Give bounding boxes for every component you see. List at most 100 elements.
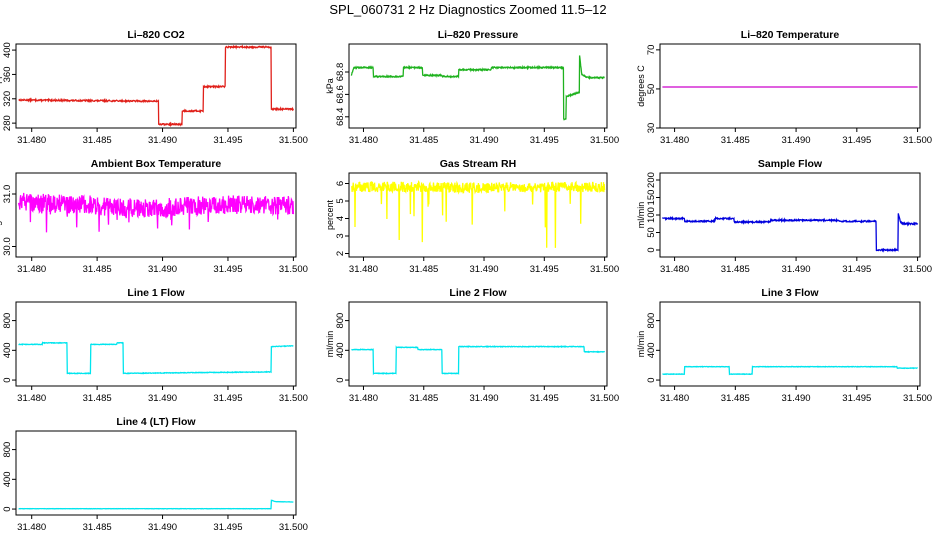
- y-tick-label: 5: [335, 198, 346, 203]
- x-tick-label: 31.485: [83, 264, 112, 275]
- y-tick-label: 3: [335, 233, 346, 238]
- x-tick-label: 31.480: [17, 522, 46, 533]
- x-tick-label: 31.480: [349, 135, 378, 146]
- data-series-line: [351, 345, 606, 376]
- y-tick-label: 800: [2, 442, 13, 458]
- chart-panel: Li–820 Pressure 31.480 31.485 31.490 31.495 3…: [325, 29, 619, 146]
- x-tick-label: 31.485: [409, 135, 438, 146]
- x-tick-label: 31.480: [660, 393, 689, 404]
- y-tick-label: 0: [335, 377, 346, 382]
- y-tick-label: 30.0: [2, 237, 13, 256]
- y-tick-label: 400: [2, 471, 13, 487]
- y-tick-label: 4: [335, 216, 346, 221]
- chart-title: Li–820 Pressure: [438, 29, 519, 41]
- y-tick-label: 100: [646, 207, 657, 223]
- x-tick-label: 31.495: [842, 264, 871, 275]
- x-tick-label: 31.500: [590, 264, 619, 275]
- x-tick-label: 31.495: [213, 135, 242, 146]
- x-tick-label: 31.485: [83, 135, 112, 146]
- y-tick-label: 200: [646, 172, 657, 188]
- x-tick-label: 31.485: [721, 264, 750, 275]
- x-tick-label: 31.485: [409, 264, 438, 275]
- x-tick-label: 31.480: [349, 393, 378, 404]
- x-tick-label: 31.495: [213, 522, 242, 533]
- x-tick-label: 31.490: [782, 393, 811, 404]
- chart-title: Li–820 CO2: [127, 29, 184, 41]
- y-axis-label: degrees C: [0, 194, 2, 236]
- y-tick-label: 0: [2, 377, 13, 382]
- chart-panel: Line 4 (LT) Flow 31.480 31.485 31.490 31.495…: [0, 416, 308, 533]
- y-tick-label: 50: [646, 227, 657, 238]
- y-axis-label: ml/min: [636, 331, 646, 358]
- x-tick-label: 31.490: [148, 393, 177, 404]
- y-tick-label: 0: [646, 247, 657, 252]
- x-tick-label: 31.490: [469, 135, 498, 146]
- chart-panel: Ambient Box Temperature 31.480 31.485 31.49…: [0, 158, 308, 275]
- x-tick-label: 31.500: [279, 393, 308, 404]
- x-tick-label: 31.480: [17, 264, 46, 275]
- x-tick-label: 31.485: [409, 393, 438, 404]
- y-tick-label: 68.6: [335, 85, 346, 104]
- y-tick-label: 320: [2, 91, 13, 107]
- y-tick-label: 31.0: [2, 185, 13, 204]
- y-axis-label: ml/min: [0, 460, 2, 487]
- plot-frame: [15, 430, 297, 516]
- x-tick-label: 31.495: [530, 393, 559, 404]
- x-tick-label: 31.495: [842, 135, 871, 146]
- y-axis-label: Licor ppm: [0, 66, 2, 106]
- x-tick-label: 31.485: [721, 135, 750, 146]
- plot-frame: [15, 172, 297, 258]
- y-tick-label: 800: [335, 313, 346, 329]
- y-tick-label: 800: [2, 313, 13, 329]
- x-tick-label: 31.490: [469, 264, 498, 275]
- x-tick-label: 31.495: [530, 264, 559, 275]
- chart-panel: Gas Stream RH 31.480 31.485 31.490 31.495 31.…: [325, 158, 619, 275]
- chart-title: Sample Flow: [758, 158, 823, 170]
- y-tick-label: 2: [335, 251, 346, 256]
- plot-frame: [348, 301, 608, 387]
- data-series-line: [662, 365, 918, 376]
- chart-panel: Li–820 Temperature 31.480 31.485 31.490 31.4…: [636, 29, 932, 146]
- x-tick-label: 31.490: [782, 264, 811, 275]
- chart-panel: Line 2 Flow 31.480 31.485 31.490 31.495 31.50…: [325, 287, 619, 404]
- x-tick-label: 31.495: [213, 264, 242, 275]
- y-tick-label: 68.8: [335, 63, 346, 82]
- y-tick-label: 50: [646, 84, 657, 95]
- chart-title: Line 4 (LT) Flow: [116, 416, 196, 428]
- plot-frame: [659, 43, 921, 129]
- plot-frame: [348, 172, 608, 258]
- y-tick-label: 800: [646, 313, 657, 329]
- y-tick-label: 400: [335, 342, 346, 358]
- y-tick-label: 360: [2, 67, 13, 83]
- x-tick-label: 31.480: [660, 264, 689, 275]
- y-axis-label: ml/min: [325, 331, 335, 358]
- x-tick-label: 31.480: [349, 264, 378, 275]
- data-series-line: [18, 499, 294, 510]
- x-tick-label: 31.485: [721, 393, 750, 404]
- x-tick-label: 31.500: [903, 135, 932, 146]
- x-tick-label: 31.500: [279, 522, 308, 533]
- data-series-line: [18, 44, 294, 128]
- chart-panel: Line 1 Flow 31.480 31.485 31.490 31.495 31.50…: [0, 287, 308, 404]
- plot-frame: [348, 43, 608, 129]
- chart-title: Line 1 Flow: [127, 287, 185, 299]
- data-series-line: [351, 180, 606, 248]
- x-tick-label: 31.485: [83, 522, 112, 533]
- y-tick-label: 68.4: [335, 108, 346, 127]
- main-title: SPL_060731 2 Hz Diagnostics Zoomed 11.5–…: [329, 2, 607, 17]
- chart-panel: Sample Flow 31.480 31.485 31.490 31.495 31.50…: [636, 158, 932, 275]
- chart-title: Ambient Box Temperature: [91, 158, 222, 170]
- y-tick-label: 30: [646, 123, 657, 134]
- chart-title: Gas Stream RH: [440, 158, 516, 170]
- data-series-line: [17, 192, 295, 233]
- x-tick-label: 31.490: [148, 264, 177, 275]
- plot-frame: [15, 43, 297, 129]
- y-axis-label: degrees C: [636, 65, 646, 107]
- chart-title: Line 2 Flow: [449, 287, 507, 299]
- x-tick-label: 31.500: [279, 264, 308, 275]
- chart-title: Li–820 Temperature: [741, 29, 840, 41]
- y-tick-label: 400: [646, 342, 657, 358]
- x-tick-label: 31.490: [469, 393, 498, 404]
- x-tick-label: 31.480: [660, 135, 689, 146]
